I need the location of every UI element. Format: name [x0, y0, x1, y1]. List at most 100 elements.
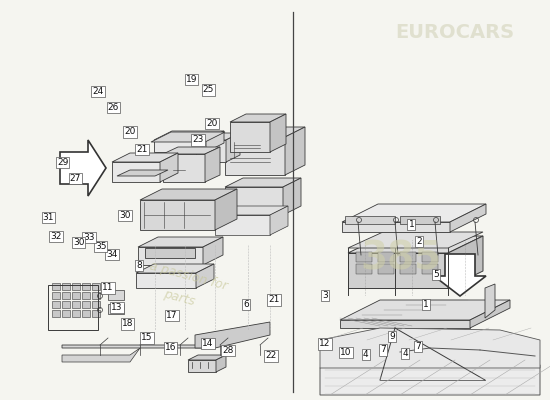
Text: EUROCARS: EUROCARS	[395, 23, 514, 42]
Polygon shape	[225, 187, 283, 215]
Polygon shape	[348, 232, 483, 248]
Polygon shape	[285, 127, 305, 175]
Text: 9: 9	[389, 332, 395, 341]
Polygon shape	[82, 301, 90, 308]
Text: 17: 17	[167, 311, 178, 320]
Text: 21: 21	[268, 296, 279, 304]
Text: 26: 26	[108, 103, 119, 112]
Polygon shape	[283, 178, 301, 215]
Text: 35: 35	[95, 242, 106, 251]
Polygon shape	[62, 301, 70, 308]
Polygon shape	[72, 292, 80, 299]
Polygon shape	[112, 162, 160, 182]
Polygon shape	[448, 236, 483, 288]
Polygon shape	[138, 247, 203, 265]
Polygon shape	[216, 355, 226, 372]
Text: 14: 14	[202, 339, 213, 348]
Polygon shape	[270, 206, 288, 235]
Text: 385: 385	[360, 240, 441, 278]
Text: 25: 25	[203, 86, 214, 94]
Text: 4: 4	[403, 349, 408, 358]
Polygon shape	[151, 132, 225, 142]
Polygon shape	[92, 310, 100, 317]
Text: 3: 3	[322, 291, 328, 300]
Text: 24: 24	[92, 87, 103, 96]
Polygon shape	[188, 355, 226, 360]
Polygon shape	[163, 154, 205, 182]
Text: 1: 1	[424, 300, 429, 309]
Polygon shape	[62, 348, 140, 362]
Polygon shape	[92, 292, 100, 299]
Text: 33: 33	[84, 233, 95, 242]
Text: 15: 15	[141, 334, 152, 342]
Text: 18: 18	[122, 320, 133, 328]
Polygon shape	[62, 310, 70, 317]
Polygon shape	[108, 290, 124, 300]
Text: 29: 29	[57, 158, 68, 167]
Polygon shape	[215, 189, 237, 230]
Polygon shape	[52, 301, 60, 308]
Polygon shape	[230, 122, 270, 152]
Polygon shape	[348, 236, 483, 253]
Polygon shape	[400, 264, 416, 274]
Polygon shape	[154, 131, 224, 140]
Polygon shape	[215, 215, 270, 235]
Polygon shape	[378, 264, 394, 274]
Text: 22: 22	[266, 352, 277, 360]
Text: 19: 19	[186, 75, 197, 84]
Polygon shape	[92, 301, 100, 308]
Polygon shape	[226, 133, 240, 162]
Text: 2: 2	[416, 237, 422, 246]
Polygon shape	[345, 216, 395, 224]
Text: 32: 32	[51, 232, 62, 241]
Polygon shape	[195, 322, 270, 348]
Text: 12: 12	[320, 340, 331, 348]
Polygon shape	[138, 237, 223, 247]
Polygon shape	[356, 252, 372, 262]
Text: 11: 11	[102, 284, 113, 292]
Text: 7: 7	[415, 342, 421, 351]
Polygon shape	[485, 284, 495, 318]
Text: 31: 31	[43, 213, 54, 222]
Polygon shape	[82, 292, 90, 299]
Polygon shape	[225, 137, 285, 175]
Polygon shape	[117, 170, 168, 176]
Polygon shape	[225, 178, 301, 187]
Polygon shape	[422, 264, 438, 274]
Polygon shape	[340, 300, 510, 320]
Polygon shape	[356, 264, 372, 274]
Polygon shape	[72, 283, 80, 290]
Polygon shape	[422, 252, 438, 262]
Polygon shape	[72, 310, 80, 317]
Polygon shape	[52, 310, 60, 317]
Polygon shape	[215, 206, 288, 215]
Polygon shape	[62, 283, 70, 290]
Polygon shape	[400, 216, 440, 224]
Polygon shape	[163, 147, 220, 154]
Polygon shape	[112, 153, 178, 162]
Polygon shape	[82, 283, 90, 290]
Polygon shape	[205, 147, 220, 182]
Polygon shape	[136, 264, 214, 273]
Polygon shape	[62, 335, 215, 348]
Text: 23: 23	[192, 136, 204, 144]
Text: 16: 16	[165, 344, 176, 352]
Text: 6: 6	[244, 300, 249, 309]
Polygon shape	[434, 254, 486, 296]
Polygon shape	[320, 328, 540, 368]
Text: 30: 30	[119, 211, 130, 220]
Text: 13: 13	[112, 303, 123, 312]
Polygon shape	[342, 204, 486, 222]
Polygon shape	[320, 352, 540, 395]
Text: 10: 10	[340, 348, 351, 357]
Polygon shape	[470, 300, 510, 328]
Polygon shape	[154, 140, 206, 152]
Polygon shape	[230, 114, 286, 122]
Polygon shape	[188, 360, 216, 372]
Polygon shape	[140, 189, 237, 200]
Text: 34: 34	[107, 250, 118, 259]
Polygon shape	[196, 133, 240, 140]
Text: 21: 21	[136, 145, 147, 154]
Text: 4: 4	[363, 350, 368, 359]
Polygon shape	[160, 153, 178, 182]
